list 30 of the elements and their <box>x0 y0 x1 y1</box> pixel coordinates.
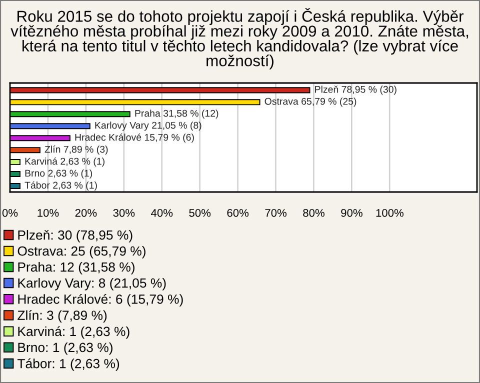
x-tick-label: 0% <box>2 208 18 217</box>
x-tick-label: 60% <box>227 208 249 217</box>
x-tick-label: 70% <box>265 208 286 217</box>
legend-label: Brno: 1 (2,63 %) <box>18 342 112 355</box>
data-label: Brno 2,63 % (1) <box>25 170 92 179</box>
data-label: Hradec Králové 15,79 % (6) <box>75 134 194 143</box>
x-tick-label: 40% <box>151 208 173 217</box>
x-tick-label: 10% <box>38 208 59 217</box>
legend-label: Karlovy Vary: 8 (21,05 %) <box>18 278 166 290</box>
legend-label: Tábor: 1 (2,63 %) <box>17 358 120 371</box>
legend-label: Karviná: 1 (2,63 %) <box>18 326 130 339</box>
legend-label: Plzeň: 30 (78,95 %) <box>18 230 132 242</box>
legend-label: Praha: 12 (31,58 %) <box>18 262 134 274</box>
legend-label: Ostrava: 25 (65,79 %) <box>18 246 146 258</box>
legend-label: Hradec Králové: 6 (15,79 %) <box>18 294 183 306</box>
data-label: Praha 31,58 % (12) <box>135 110 218 119</box>
x-tick-label: 80% <box>303 208 324 217</box>
data-label: Ostrava 65,79 % (25) <box>264 98 356 107</box>
data-label: Tábor 2,63 % (1) <box>24 181 97 191</box>
x-tick-label: 90% <box>341 208 362 217</box>
legend-label: Zlín: 3 (7,89 %) <box>18 310 107 323</box>
data-label: Karlovy Vary 21,05 % (8) <box>95 122 202 131</box>
x-tick-label: 100% <box>376 208 404 217</box>
data-label: Karviná 2,63 % (1) <box>25 157 104 167</box>
chart-title: Roku 2015 se do tohoto projektu zapojí i Česká republika. Výběr vítězného města probíhal již mezi roky 2009 a 2010. Znáte města, která na tento titul v těchto letech kandidovala? (lze vybrat více možností) <box>10 8 468 70</box>
x-tick-label: 50% <box>189 208 211 217</box>
x-tick-label: 30% <box>113 208 135 217</box>
data-label: Plzeň 78,95 % (30) <box>315 86 396 95</box>
x-tick-label: 20% <box>75 208 97 217</box>
data-label: Zlín 7,89 % (3) <box>44 145 108 155</box>
